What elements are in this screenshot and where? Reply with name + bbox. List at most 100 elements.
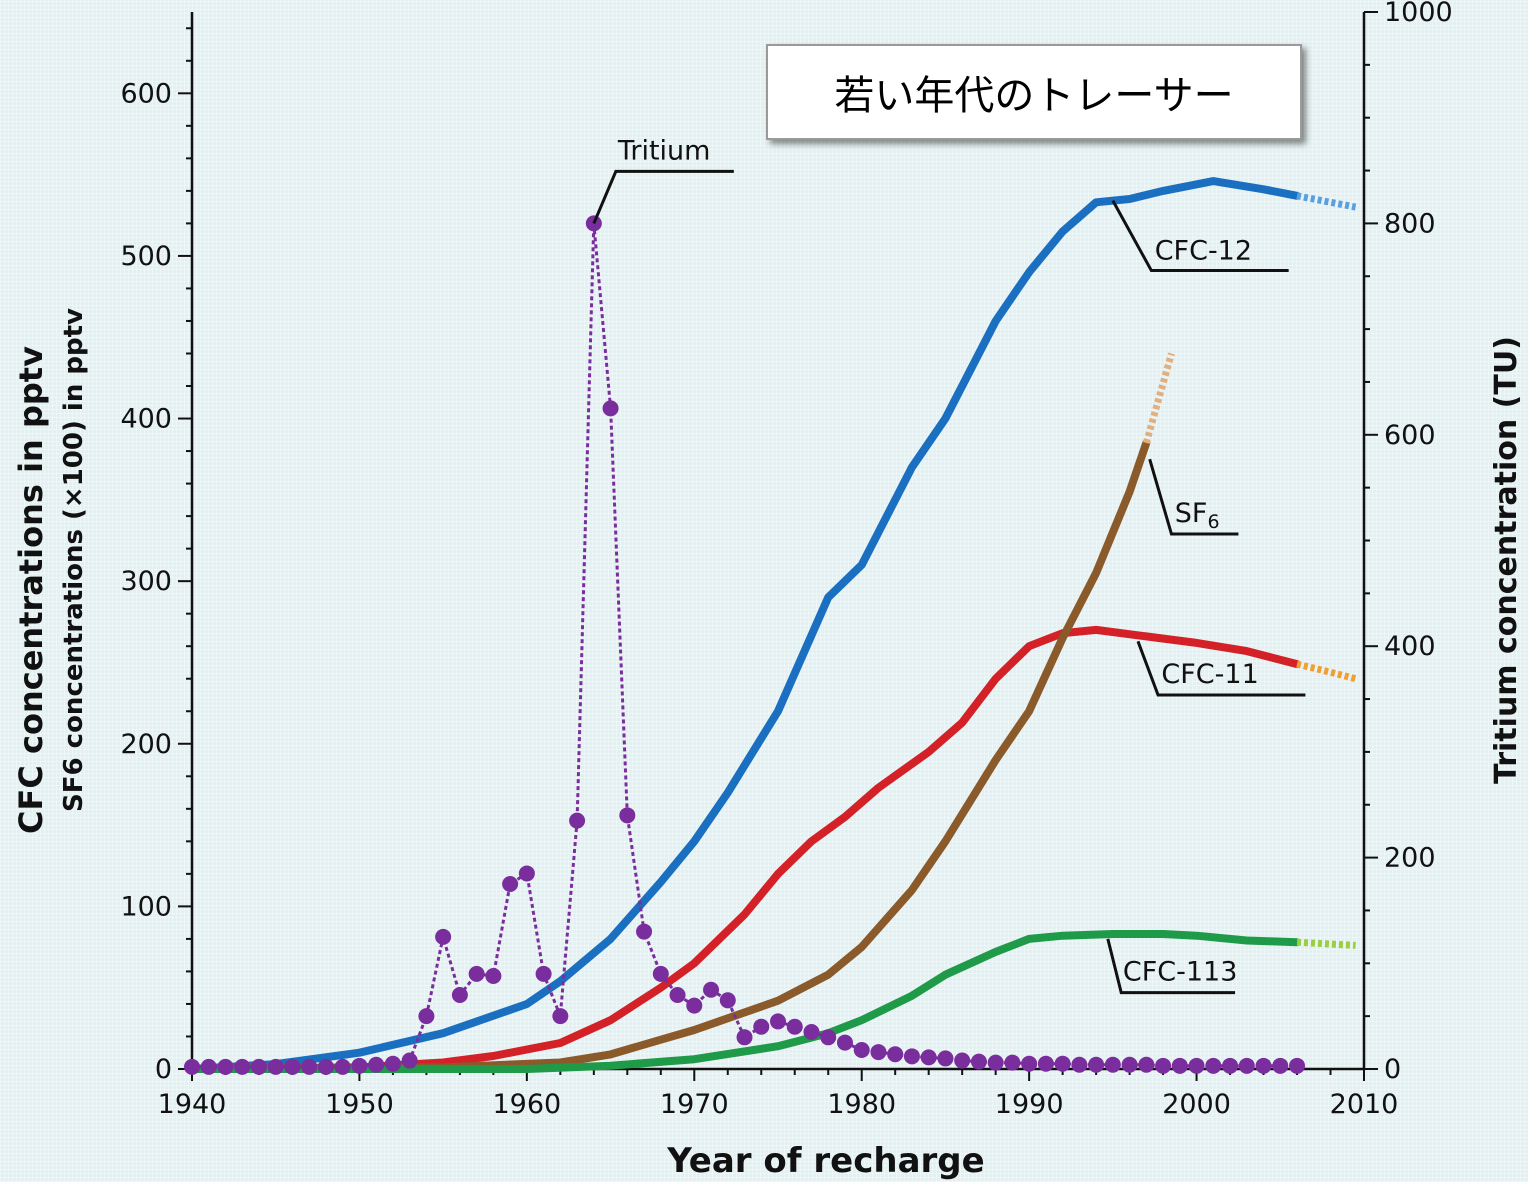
data-point-tritium bbox=[384, 1055, 401, 1072]
series-extension-cfc-12 bbox=[1296, 192, 1357, 211]
data-point-tritium bbox=[719, 992, 736, 1009]
data-point-tritium bbox=[401, 1052, 418, 1069]
series-extension-cfc-11 bbox=[1296, 660, 1357, 683]
data-point-tritium bbox=[250, 1058, 267, 1075]
data-point-tritium bbox=[1171, 1057, 1188, 1074]
data-point-tritium bbox=[686, 997, 703, 1014]
data-point-tritium bbox=[1222, 1057, 1239, 1074]
data-point-tritium bbox=[853, 1041, 870, 1058]
y-left-tick-label: 0 bbox=[155, 1054, 172, 1085]
x-tick-label: 1970 bbox=[660, 1089, 729, 1120]
data-point-tritium bbox=[200, 1058, 217, 1075]
y-left-tick-label: 300 bbox=[120, 566, 172, 597]
y-axis-left-title: CFC concentrations in pptv bbox=[12, 346, 50, 834]
data-point-tritium bbox=[1205, 1057, 1222, 1074]
data-point-tritium bbox=[970, 1053, 987, 1070]
data-point-tritium bbox=[786, 1018, 803, 1035]
y-axis-left-subtitle: SF6 concentrations (×100) in pptv bbox=[59, 308, 89, 812]
callout-line-cfc-113 bbox=[1106, 938, 1236, 995]
callout-line-cfc-12 bbox=[1111, 199, 1289, 273]
data-point-tritium bbox=[736, 1029, 753, 1046]
y-right-tick-label: 600 bbox=[1384, 420, 1436, 451]
data-point-tritium bbox=[636, 923, 653, 940]
x-tick-label: 2000 bbox=[1162, 1089, 1231, 1120]
plot-frame: 1940 1950 1960 1970 1980 1990 2000 201001002003… bbox=[120, 0, 1452, 1120]
callout-line-sf6 bbox=[1148, 458, 1239, 536]
chart-title: 若い年代のトレーサー bbox=[766, 44, 1302, 140]
x-tick-label: 1950 bbox=[325, 1089, 394, 1120]
callout-layer: Tritium CFC-12 SF6 CFC-11 CFC-113 bbox=[592, 135, 1306, 995]
data-point-tritium bbox=[619, 807, 636, 824]
data-point-tritium bbox=[368, 1056, 385, 1073]
data-point-tritium bbox=[1004, 1054, 1021, 1071]
data-point-tritium bbox=[954, 1052, 971, 1069]
data-point-tritium bbox=[317, 1058, 334, 1075]
series-line-cfc-11 bbox=[188, 625, 1301, 1073]
y-left-tick-label: 400 bbox=[120, 404, 172, 435]
callout-line-cfc-11 bbox=[1136, 640, 1306, 697]
series-label-cfc-11: CFC-11 bbox=[1161, 659, 1258, 690]
data-point-tritium bbox=[217, 1058, 234, 1075]
data-point-tritium bbox=[435, 928, 452, 945]
data-point-tritium bbox=[267, 1058, 284, 1075]
x-tick-label: 2010 bbox=[1330, 1089, 1399, 1120]
series-label-cfc-113: CFC-113 bbox=[1123, 957, 1238, 988]
series-label-tritium: Tritium bbox=[617, 135, 711, 166]
x-axis-title: Year of recharge bbox=[666, 1141, 984, 1181]
callout-line-tritium bbox=[592, 169, 734, 224]
series-line-tritium bbox=[192, 223, 1297, 1069]
data-point-tritium bbox=[569, 812, 586, 829]
data-point-tritium bbox=[351, 1057, 368, 1074]
data-point-tritium bbox=[903, 1048, 920, 1065]
data-point-tritium bbox=[1188, 1057, 1205, 1074]
data-point-tritium bbox=[1272, 1057, 1289, 1074]
data-point-tritium bbox=[652, 965, 669, 982]
data-point-tritium bbox=[820, 1029, 837, 1046]
y-right-tick-label: 1000 bbox=[1384, 0, 1453, 28]
data-point-tritium bbox=[1121, 1056, 1138, 1073]
y-left-tick-label: 600 bbox=[120, 78, 172, 109]
data-point-tritium bbox=[753, 1018, 770, 1035]
data-point-tritium bbox=[502, 876, 519, 893]
x-tick-label: 1990 bbox=[995, 1089, 1064, 1120]
data-point-tritium bbox=[535, 965, 552, 982]
data-point-tritium bbox=[870, 1044, 887, 1061]
data-point-tritium bbox=[937, 1050, 954, 1067]
data-point-tritium bbox=[184, 1058, 200, 1075]
data-point-tritium bbox=[703, 981, 720, 998]
y-left-tick-label: 500 bbox=[120, 241, 172, 272]
x-tick-label: 1960 bbox=[492, 1089, 561, 1120]
data-point-tritium bbox=[1104, 1056, 1121, 1073]
data-point-tritium bbox=[1289, 1057, 1306, 1074]
data-point-tritium bbox=[468, 965, 485, 982]
y-right-tick-label: 0 bbox=[1384, 1054, 1401, 1085]
data-point-tritium bbox=[770, 1013, 786, 1030]
data-point-tritium bbox=[451, 987, 468, 1004]
data-point-tritium bbox=[920, 1049, 937, 1066]
data-point-tritium bbox=[1155, 1057, 1172, 1074]
data-point-tritium bbox=[1138, 1056, 1155, 1073]
series-layer bbox=[184, 177, 1357, 1075]
data-point-tritium bbox=[485, 967, 502, 984]
data-point-tritium bbox=[987, 1054, 1004, 1071]
data-point-tritium bbox=[887, 1046, 904, 1063]
data-point-tritium bbox=[334, 1058, 351, 1075]
data-point-tritium bbox=[1238, 1057, 1255, 1074]
data-point-tritium bbox=[1021, 1055, 1038, 1072]
series-label-sf6: SF6 bbox=[1175, 498, 1220, 533]
data-point-tritium bbox=[836, 1034, 853, 1051]
series-line-cfc-113 bbox=[188, 930, 1301, 1073]
data-point-tritium bbox=[284, 1058, 301, 1075]
y-axis-right-title: Tritium concentration (TU) bbox=[1489, 336, 1524, 784]
data-point-tritium bbox=[552, 1008, 569, 1025]
data-point-tritium bbox=[1037, 1055, 1054, 1072]
x-tick-label: 1940 bbox=[158, 1089, 227, 1120]
data-point-tritium bbox=[1255, 1057, 1272, 1074]
data-point-tritium bbox=[301, 1058, 318, 1075]
series-extension-cfc-113 bbox=[1296, 938, 1356, 949]
x-tick-label: 1980 bbox=[827, 1089, 896, 1120]
y-right-tick-label: 200 bbox=[1384, 843, 1436, 874]
data-point-tritium bbox=[518, 865, 535, 882]
series-extension-sf6 bbox=[1142, 352, 1175, 444]
